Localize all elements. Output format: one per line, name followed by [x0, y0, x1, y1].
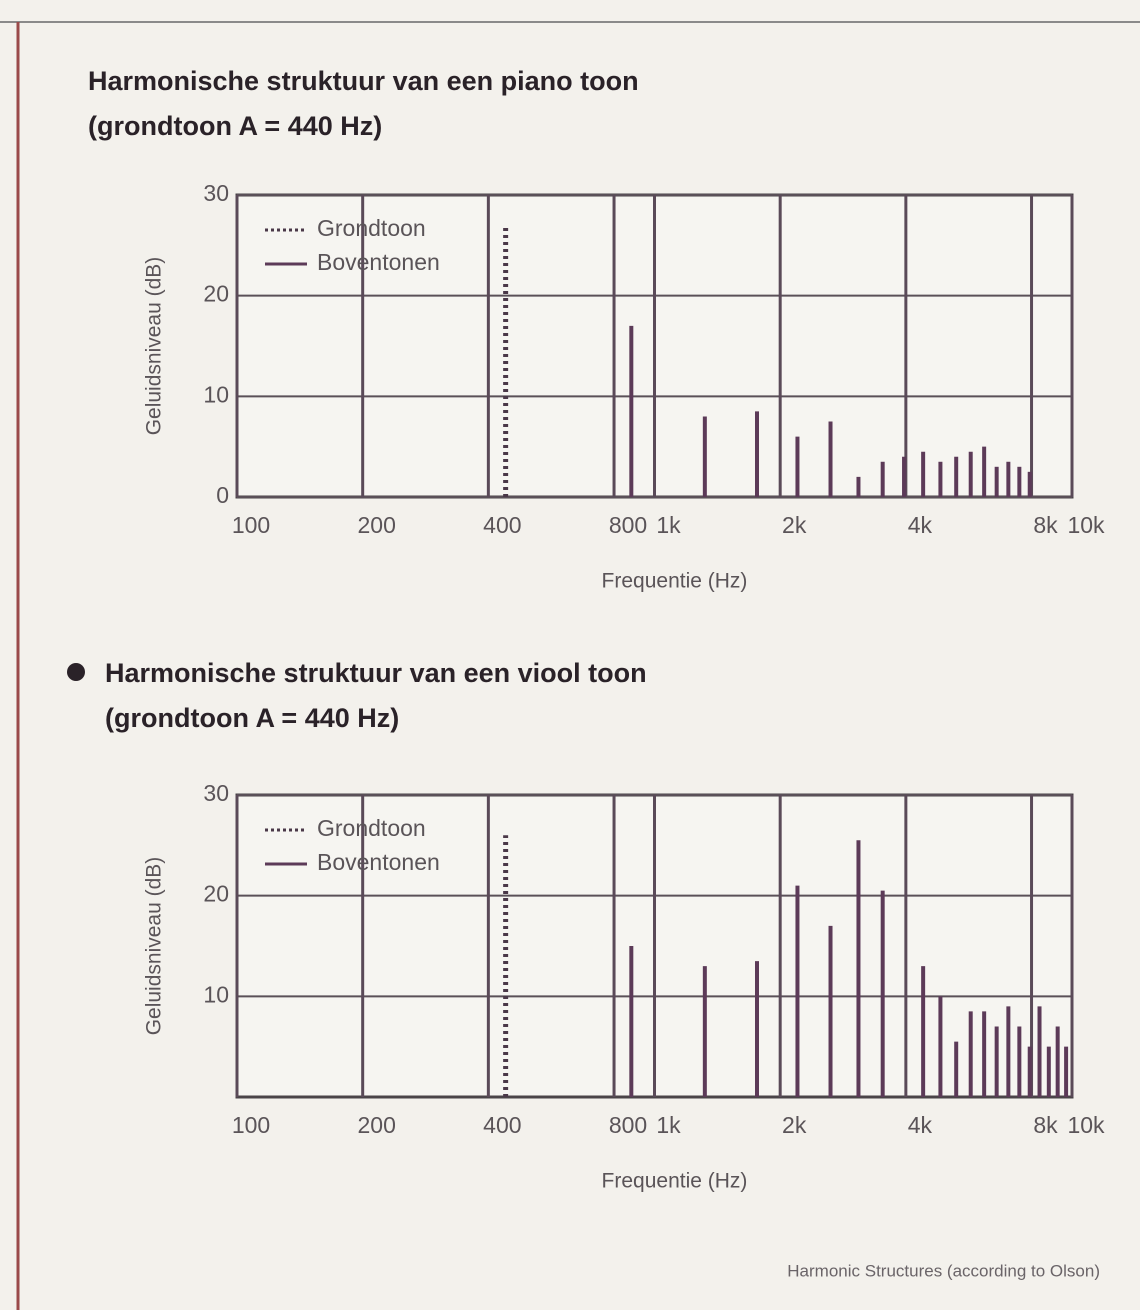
chart-title: Harmonische struktuur van een piano toon — [88, 66, 639, 96]
y-tick-label: 20 — [203, 281, 229, 307]
chart-subtitle: (grondtoon A = 440 Hz) — [88, 111, 382, 141]
x-tick-label: 1k — [656, 512, 681, 538]
x-tick-label: 1k — [656, 1112, 681, 1138]
x-tick-label: 800 — [609, 1112, 647, 1138]
x-tick-label: 4k — [908, 512, 933, 538]
x-tick-label: 8k — [1033, 1112, 1058, 1138]
y-tick-label: 10 — [203, 981, 229, 1007]
y-axis-label: Geluidsniveau (dB) — [143, 857, 166, 1036]
x-tick-label: 4k — [908, 1112, 933, 1138]
chart-title: Harmonische struktuur van een viool toon — [105, 658, 647, 688]
legend-label: Grondtoon — [317, 215, 426, 241]
legend-label: Boventonen — [317, 249, 440, 275]
x-axis-label: Frequentie (Hz) — [602, 570, 748, 593]
x-tick-label: 100 — [232, 512, 270, 538]
chart-subtitle: (grondtoon A = 440 Hz) — [105, 703, 399, 733]
y-tick-label: 10 — [203, 381, 229, 407]
caption: Harmonic Structures (according to Olson) — [787, 1261, 1100, 1280]
y-tick-label: 20 — [203, 881, 229, 907]
x-tick-label: 200 — [357, 1112, 395, 1138]
x-tick-label: 2k — [782, 512, 807, 538]
y-tick-label: 30 — [203, 780, 229, 806]
x-tick-label: 200 — [357, 512, 395, 538]
x-tick-label: 100 — [232, 1112, 270, 1138]
x-tick-label: 10k — [1067, 1112, 1105, 1138]
legend-label: Grondtoon — [317, 815, 426, 841]
x-tick-label: 2k — [782, 1112, 807, 1138]
x-axis-label: Frequentie (Hz) — [602, 1170, 748, 1193]
y-axis-label: Geluidsniveau (dB) — [143, 257, 166, 436]
y-tick-label: 30 — [203, 180, 229, 206]
x-tick-label: 400 — [483, 1112, 521, 1138]
x-tick-label: 10k — [1067, 512, 1105, 538]
legend-label: Boventonen — [317, 849, 440, 875]
x-tick-label: 8k — [1033, 512, 1058, 538]
y-tick-label: 0 — [216, 482, 229, 508]
bullet — [67, 663, 85, 681]
x-tick-label: 800 — [609, 512, 647, 538]
x-tick-label: 400 — [483, 512, 521, 538]
